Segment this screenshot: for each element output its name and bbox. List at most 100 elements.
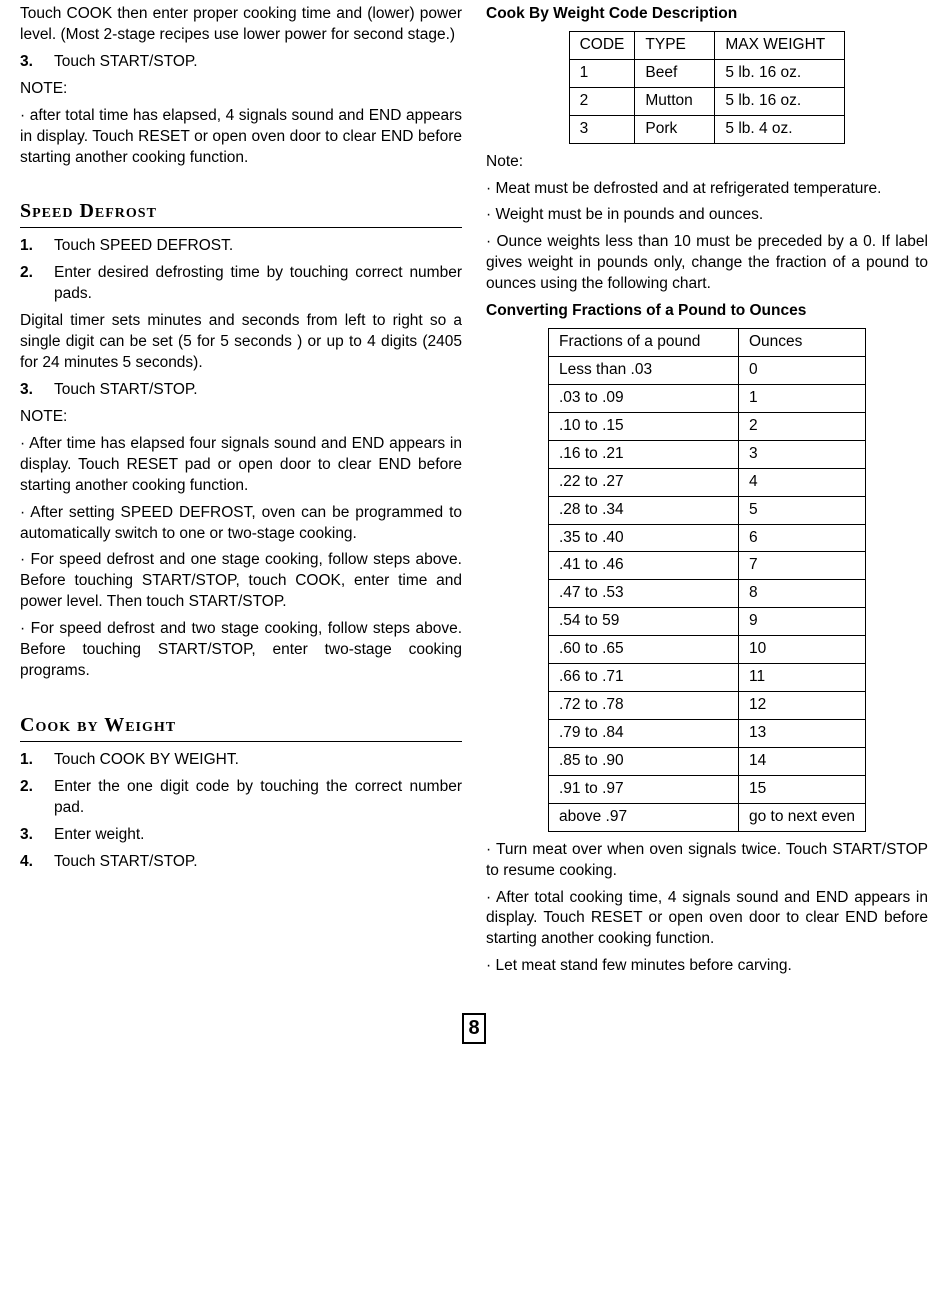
step-text: Touch COOK BY WEIGHT. [54,750,462,771]
table-cell: 14 [739,747,866,775]
step-number: 3. [20,825,54,846]
left-column: Touch COOK then enter proper cooking tim… [20,4,462,983]
right-note-4: · Turn meat over when oven signals twice… [486,840,928,882]
step-text: Enter the one digit code by touching the… [54,777,462,819]
table-cell: .54 to 59 [549,608,739,636]
table-row: .91 to .9715 [549,775,866,803]
table-cell: 13 [739,719,866,747]
table-cell: 11 [739,664,866,692]
table-cell: 5 lb. 4 oz. [715,115,845,143]
table-cell: .10 to .15 [549,412,739,440]
sd-note-3: · For speed defrost and one stage cookin… [20,550,462,613]
table-cell: .16 to .21 [549,440,739,468]
table-cell: .79 to .84 [549,719,739,747]
table-header: TYPE [635,31,715,59]
table-row: .47 to .538 [549,580,866,608]
table-cell: 8 [739,580,866,608]
table-row: .28 to .345 [549,496,866,524]
right-column: Cook By Weight Code Description CODE TYP… [486,4,928,983]
table-cell: 12 [739,692,866,720]
step-number: 1. [20,750,54,771]
sd-note-2: · After setting SPEED DEFROST, oven can … [20,503,462,545]
table-cell: 2 [739,412,866,440]
table-cell: .28 to .34 [549,496,739,524]
table-row: CODE TYPE MAX WEIGHT [569,31,845,59]
step-number: 4. [20,852,54,873]
sd-note-4: · For speed defrost and two stage cookin… [20,619,462,682]
table-cell: 6 [739,524,866,552]
table-cell: Mutton [635,87,715,115]
table-cell: 5 lb. 16 oz. [715,87,845,115]
table-header: CODE [569,31,635,59]
table-cell: 9 [739,608,866,636]
fractions-table: Fractions of a pound Ounces Less than .0… [548,328,866,832]
step-number: 3. [20,380,54,401]
cbw-step-4: 4. Touch START/STOP. [20,852,462,873]
table-cell: above .97 [549,803,739,831]
table-cell: 1 [739,384,866,412]
step-number: 1. [20,236,54,257]
table-row: 1 Beef 5 lb. 16 oz. [569,59,845,87]
step-text: Touch START/STOP. [54,380,462,401]
right-note-3: · Ounce weights less than 10 must be pre… [486,232,928,295]
table-row: Less than .030 [549,356,866,384]
table-row: .03 to .091 [549,384,866,412]
table-cell: 10 [739,636,866,664]
sd-step-2: 2. Enter desired defrosting time by touc… [20,263,462,305]
cbw-code-desc-title: Cook By Weight Code Description [486,4,928,25]
step-text: Touch START/STOP. [54,52,462,73]
table-row: .54 to 599 [549,608,866,636]
table-row: 2 Mutton 5 lb. 16 oz. [569,87,845,115]
table-row: .10 to .152 [549,412,866,440]
table-row: 3 Pork 5 lb. 4 oz. [569,115,845,143]
sd-step-3: 3. Touch START/STOP. [20,380,462,401]
table-row: .85 to .9014 [549,747,866,775]
table-cell: .91 to .97 [549,775,739,803]
digital-timer-note: Digital timer sets minutes and seconds f… [20,311,462,374]
table-row: .41 to .467 [549,552,866,580]
table-cell: .85 to .90 [549,747,739,775]
table-cell: Beef [635,59,715,87]
table-cell: .03 to .09 [549,384,739,412]
table-cell: go to next even [739,803,866,831]
table-cell: 15 [739,775,866,803]
step-text: Enter desired defrosting time by touchin… [54,263,462,305]
table-cell: .72 to .78 [549,692,739,720]
heading-rule [20,741,462,742]
table-row: .60 to .6510 [549,636,866,664]
sd-note-label: NOTE: [20,407,462,428]
step-number: 2. [20,263,54,305]
page-number-container: 8 [20,1013,928,1044]
table-cell: Less than .03 [549,356,739,384]
table-cell: .22 to .27 [549,468,739,496]
cbw-step-1: 1. Touch COOK BY WEIGHT. [20,750,462,771]
note-after-total: · after total time has elapsed, 4 signal… [20,106,462,169]
converting-title: Converting Fractions of a Pound to Ounce… [486,301,928,322]
table-row: above .97go to next even [549,803,866,831]
cook-by-weight-heading: Cook by Weight [20,712,462,739]
table-cell: 0 [739,356,866,384]
speed-defrost-heading: Speed Defrost [20,198,462,225]
step-number: 2. [20,777,54,819]
table-cell: .47 to .53 [549,580,739,608]
right-note-2: · Weight must be in pounds and ounces. [486,205,928,226]
step-number: 3. [20,52,54,73]
step-3: 3. Touch START/STOP. [20,52,462,73]
table-cell: .60 to .65 [549,636,739,664]
cbw-step-2: 2. Enter the one digit code by touching … [20,777,462,819]
right-note-label: Note: [486,152,928,173]
table-header: MAX WEIGHT [715,31,845,59]
table-row: .72 to .7812 [549,692,866,720]
heading-rule [20,227,462,228]
right-note-6: · Let meat stand few minutes before carv… [486,956,928,977]
right-note-1: · Meat must be defrosted and at refriger… [486,179,928,200]
table-row: .16 to .213 [549,440,866,468]
table-cell: 7 [739,552,866,580]
table-cell: 5 [739,496,866,524]
note-label: NOTE: [20,79,462,100]
table-header: Fractions of a pound [549,329,739,357]
table-cell: Pork [635,115,715,143]
table-row: .35 to .406 [549,524,866,552]
step-text: Enter weight. [54,825,462,846]
table-cell: 3 [569,115,635,143]
